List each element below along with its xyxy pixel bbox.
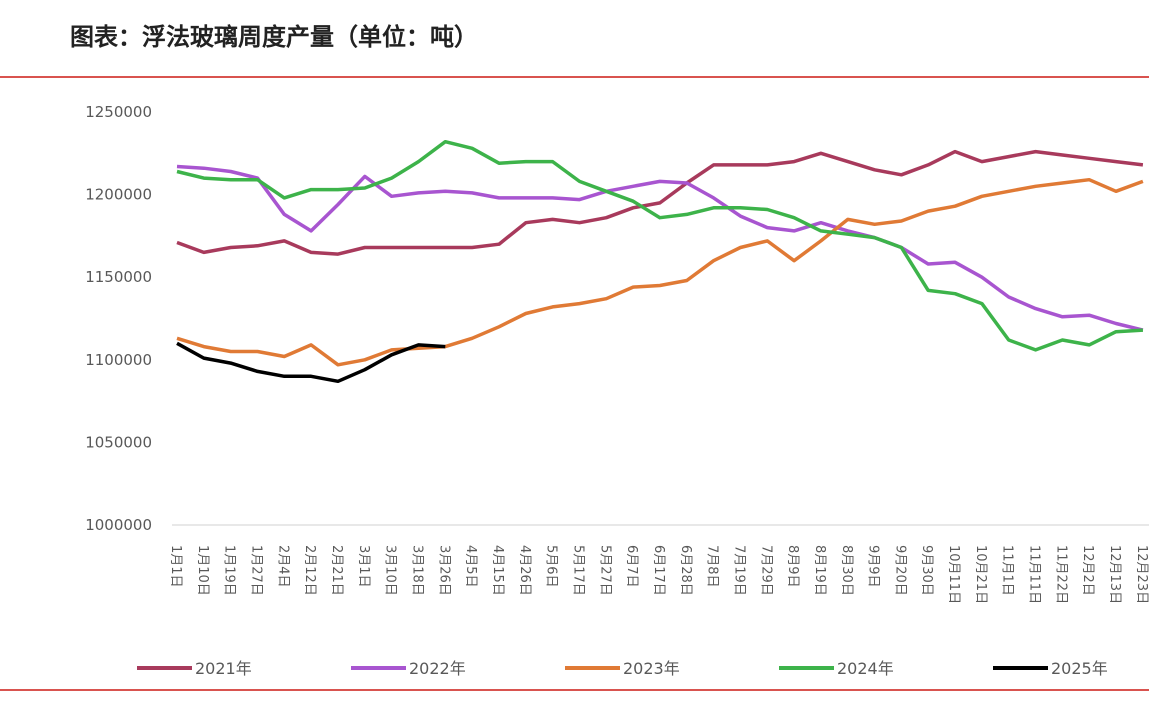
x-tick-label: 8月9日 [785,545,800,588]
x-tick-label: 11月11日 [1027,545,1042,604]
x-tick-label: 12月2日 [1080,545,1095,596]
series-line [176,177,1144,367]
x-tick-label: 3月18日 [409,545,424,596]
x-tick-label: 5月17日 [570,545,585,596]
x-tick-label: 7月8日 [705,545,720,588]
x-tick-label: 1月1日 [168,545,183,588]
y-tick-label: 1050000 [85,433,152,451]
x-tick-label: 11月1日 [1000,545,1015,596]
series-line [176,139,1144,352]
x-tick-label: 9月20日 [892,545,907,596]
x-tick-label: 2月12日 [302,545,317,596]
x-tick-label: 1月27日 [248,545,263,596]
y-tick-label: 1150000 [85,268,152,286]
x-tick-label: 3月1日 [356,545,371,588]
x-tick-label: 4月15日 [490,545,505,596]
x-tick-label: 8月30日 [839,545,854,596]
x-tick-label: 5月6日 [544,545,559,588]
x-tick-label: 6月7日 [624,545,639,588]
series-line [176,341,446,384]
legend-label: 2024年 [837,659,894,678]
x-tick-label: 9月30日 [919,545,934,596]
series-line [176,164,1144,332]
x-tick-label: 3月10日 [383,545,398,596]
x-tick-label: 4月5日 [463,545,478,588]
legend-label: 2021年 [195,659,252,678]
x-tick-label: 8月19日 [812,545,827,596]
legend-label: 2023年 [623,659,680,678]
x-tick-label: 4月26日 [517,545,532,596]
y-tick-label: 1000000 [85,516,152,534]
y-tick-label: 1100000 [85,351,152,369]
x-tick-label: 2月21日 [329,545,344,596]
x-tick-label: 6月17日 [651,545,666,596]
series-line [176,149,1144,256]
x-tick-label: 12月23日 [1134,545,1149,604]
x-tick-label: 5月27日 [597,545,612,596]
x-tick-label: 2月4日 [275,545,290,588]
x-tick-label: 7月29日 [758,545,773,596]
x-tick-label: 6月28日 [678,545,693,596]
x-tick-label: 10月21日 [973,545,988,604]
x-tick-label: 9月9日 [866,545,881,588]
x-tick-label: 3月26日 [436,545,451,596]
x-tick-label: 7月19日 [731,545,746,596]
chart-title: 图表：浮法玻璃周度产量（单位：吨） [70,23,478,51]
y-tick-label: 1200000 [85,186,152,204]
x-tick-label: 10月11日 [946,545,961,604]
y-tick-label: 1250000 [85,103,152,121]
x-tick-label: 12月13日 [1107,545,1122,604]
x-tick-label: 1月19日 [222,545,237,596]
legend-label: 2025年 [1051,659,1108,678]
x-tick-label: 11月22日 [1053,545,1068,604]
x-tick-label: 1月10日 [195,545,210,596]
legend-label: 2022年 [409,659,466,678]
